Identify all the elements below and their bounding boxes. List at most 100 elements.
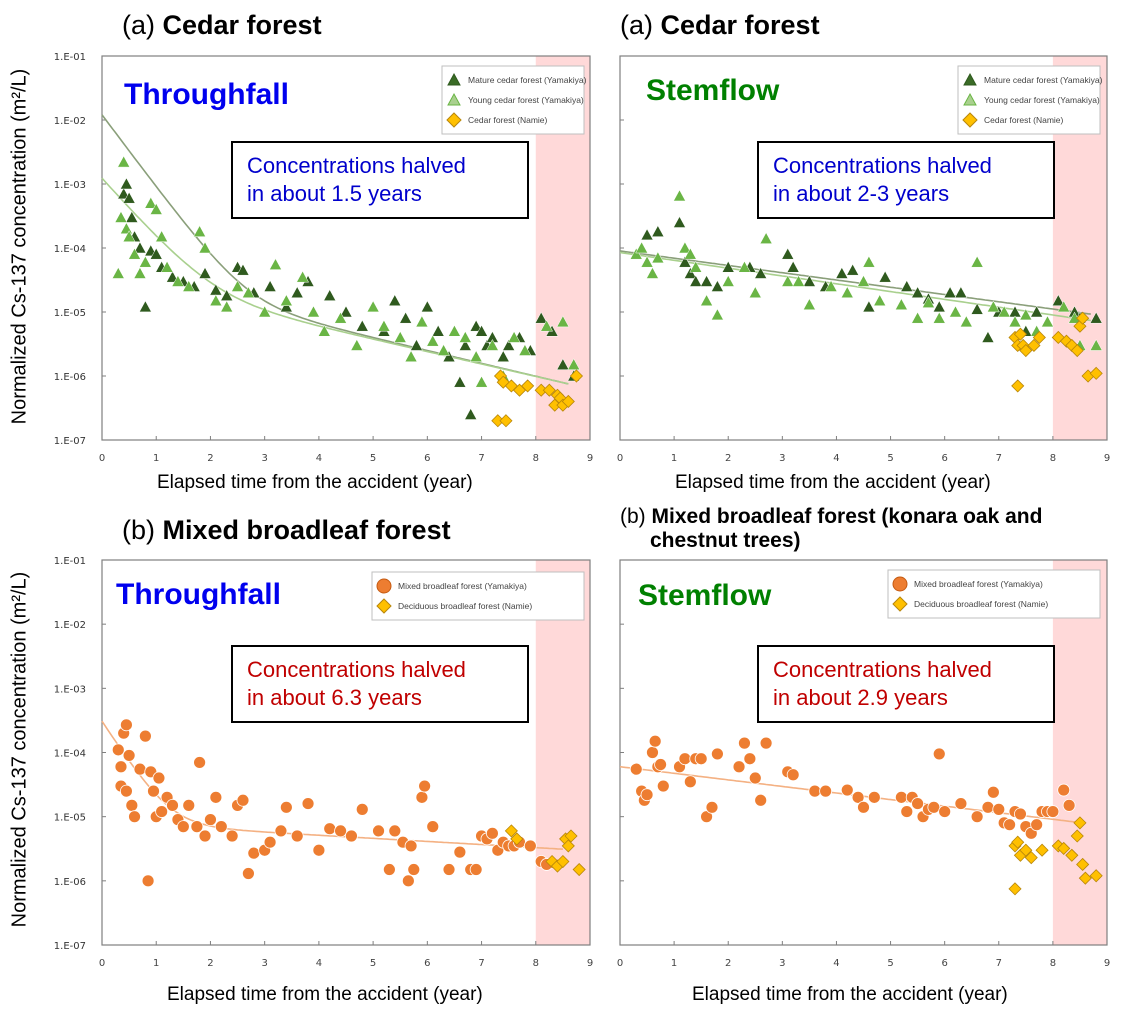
- data-point-circle: [992, 802, 1006, 816]
- legend-box: [371, 571, 585, 621]
- data-point-circle: [1014, 807, 1027, 821]
- data-point-triangle: [932, 311, 946, 324]
- data-point-triangle: [673, 189, 686, 202]
- data-point-circle: [114, 760, 128, 774]
- data-point-circle: [819, 784, 833, 798]
- trend-line: [619, 250, 1091, 315]
- data-point-triangle: [193, 225, 207, 237]
- legend-label: Cedar forest (Namie): [984, 115, 1064, 125]
- data-point-triangle: [307, 305, 320, 318]
- chart-broadleaf-stemflow: 0 1 2 3 4 5 6 7 8 9 Mixed broadleaf forest (Yamaki…: [617, 559, 1110, 969]
- data-point-triangle: [138, 300, 152, 313]
- data-point-diamond: [542, 383, 556, 397]
- data-point-triangle: [220, 300, 234, 313]
- panel-title-text: Mixed broadleaf forest (konara oak and c…: [650, 505, 1043, 552]
- annotation-box: [757, 645, 1055, 723]
- data-point-circle: [1046, 805, 1060, 818]
- data-point-triangle: [748, 286, 762, 298]
- data-point-circle: [122, 749, 136, 762]
- annotation-box: [231, 141, 529, 219]
- panel-title-cedar-stemflow: (a) Cedar forest: [620, 10, 820, 41]
- data-point-diamond: [1011, 835, 1025, 849]
- data-point-circle: [312, 843, 326, 857]
- y-tick-label: 1.E-03: [54, 180, 86, 191]
- data-point-circle: [646, 746, 659, 759]
- panel-title-text: Cedar forest: [660, 10, 820, 40]
- x-tick-label: 3: [261, 453, 267, 464]
- data-point-triangle: [721, 260, 735, 273]
- data-point-circle: [738, 736, 751, 750]
- data-point-triangle: [700, 274, 713, 287]
- y-tick-label: 1.E-04: [54, 749, 86, 760]
- x-axis-label: Elapsed time from the accident (year): [692, 984, 1008, 1005]
- data-point-circle: [1030, 818, 1044, 832]
- data-point-circle: [323, 822, 337, 836]
- data-point-triangle: [629, 247, 643, 260]
- y-tick-label: 1.E-06: [54, 372, 86, 383]
- data-point-triangle: [469, 319, 483, 332]
- data-point-circle: [401, 874, 415, 888]
- legend-triangle-icon: [447, 72, 461, 86]
- flow-type-label: Throughfall: [116, 578, 281, 611]
- data-point-circle: [355, 802, 369, 816]
- data-point-triangle: [802, 298, 816, 310]
- data-point-triangle: [1030, 305, 1044, 318]
- data-point-circle: [128, 810, 141, 824]
- data-point-triangle: [182, 280, 196, 292]
- data-point-triangle: [970, 255, 984, 268]
- data-point-triangle: [296, 270, 310, 283]
- panel-title-cedar-throughfall: (a) Cedar forest: [122, 10, 322, 41]
- data-point-triangle: [128, 247, 141, 260]
- highlight-band: [1052, 560, 1107, 945]
- data-point-triangle: [209, 283, 223, 296]
- data-point-triangle: [355, 319, 369, 332]
- data-point-diamond: [1013, 327, 1027, 341]
- data-point-triangle: [437, 344, 451, 356]
- x-tick-label: 5: [887, 453, 893, 464]
- data-point-circle: [155, 805, 169, 818]
- data-point-circle: [970, 810, 984, 824]
- data-point-triangle: [198, 241, 212, 254]
- x-tick-label: 8: [1050, 958, 1056, 969]
- y-tick-label: 1.E-07: [54, 941, 86, 952]
- data-point-circle: [857, 800, 870, 814]
- data-point-circle: [141, 874, 155, 888]
- data-point-triangle: [857, 274, 870, 287]
- data-point-triangle: [1041, 315, 1054, 328]
- data-point-circle: [656, 779, 670, 793]
- data-point-circle: [301, 797, 315, 810]
- data-point-triangle: [279, 300, 293, 313]
- halving-annotation: Concentrations halved in about 6.3 years: [231, 645, 529, 723]
- x-tick-label: 6: [941, 453, 947, 464]
- data-point-diamond: [1076, 857, 1090, 872]
- data-point-triangle: [117, 155, 131, 168]
- data-point-diamond: [1070, 829, 1084, 843]
- panel-prefix: (b): [122, 515, 155, 545]
- data-point-circle: [193, 756, 207, 769]
- x-tick-label: 0: [99, 453, 105, 464]
- annotation-line: Concentrations halved: [247, 153, 466, 178]
- data-point-triangle: [943, 286, 957, 298]
- data-point-triangle: [640, 228, 654, 241]
- data-point-circle: [426, 820, 440, 834]
- x-tick-label: 4: [316, 453, 322, 464]
- data-point-diamond: [1027, 338, 1041, 353]
- data-point-circle: [388, 824, 402, 838]
- data-point-triangle: [122, 191, 136, 204]
- annotation-line: Concentrations halved: [773, 657, 992, 682]
- legend-diamond-icon: [962, 112, 978, 128]
- data-point-diamond: [569, 369, 584, 383]
- data-point-circle: [900, 805, 914, 818]
- data-point-triangle: [442, 350, 456, 362]
- legend-triangle-icon: [963, 72, 977, 86]
- x-tick-label: 1: [153, 958, 159, 969]
- data-point-circle: [1062, 798, 1076, 812]
- x-tick-label: 5: [370, 958, 376, 969]
- data-point-triangle: [911, 311, 925, 324]
- data-point-circle: [754, 793, 768, 807]
- data-point-triangle: [1057, 300, 1071, 313]
- series-deciduous-broadleaf-forest-namie-: [1008, 816, 1103, 896]
- data-point-triangle: [840, 286, 854, 298]
- data-point-triangle: [393, 330, 407, 343]
